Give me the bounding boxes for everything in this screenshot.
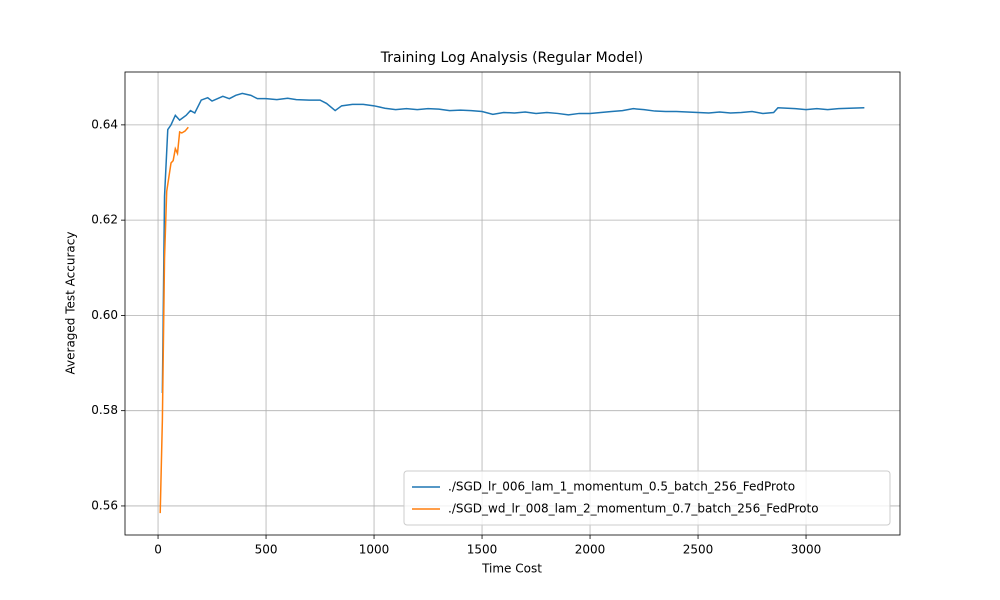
legend-label: ./SGD_wd_lr_008_lam_2_momentum_0.7_batch…	[448, 502, 819, 516]
legend-label: ./SGD_lr_006_lam_1_momentum_0.5_batch_25…	[448, 480, 795, 494]
x-tick-label: 3000	[791, 543, 822, 557]
axes-frame	[124, 71, 901, 536]
plot-area	[159, 92, 865, 514]
legend-box	[403, 470, 891, 526]
x-tick-label: 500	[255, 543, 278, 557]
series-line	[159, 126, 189, 514]
y-tick-label: 0.58	[91, 403, 118, 417]
chart-title: Training Log Analysis (Regular Model)	[380, 50, 643, 66]
x-axis-label: Time Cost	[481, 562, 542, 576]
y-tick-label: 0.64	[91, 117, 118, 131]
y-axis-label: Averaged Test Accuracy	[64, 232, 78, 375]
x-tick-label: 1000	[359, 543, 390, 557]
x-tick-label: 1500	[467, 543, 498, 557]
x-tick-label: 2500	[683, 543, 714, 557]
series-line	[161, 92, 865, 394]
legend: ./SGD_lr_006_lam_1_momentum_0.5_batch_25…	[403, 470, 891, 526]
grid: 0 500 1000 1500 2000 2500 3000 0.56 0.58 0.60 0.62…	[91, 72, 900, 557]
y-tick-label: 0.56	[91, 498, 118, 512]
y-tick-label: 0.62	[91, 213, 118, 227]
x-tick-label: 0	[154, 543, 162, 557]
x-tick-label: 2000	[575, 543, 606, 557]
y-tick-label: 0.60	[91, 308, 118, 322]
